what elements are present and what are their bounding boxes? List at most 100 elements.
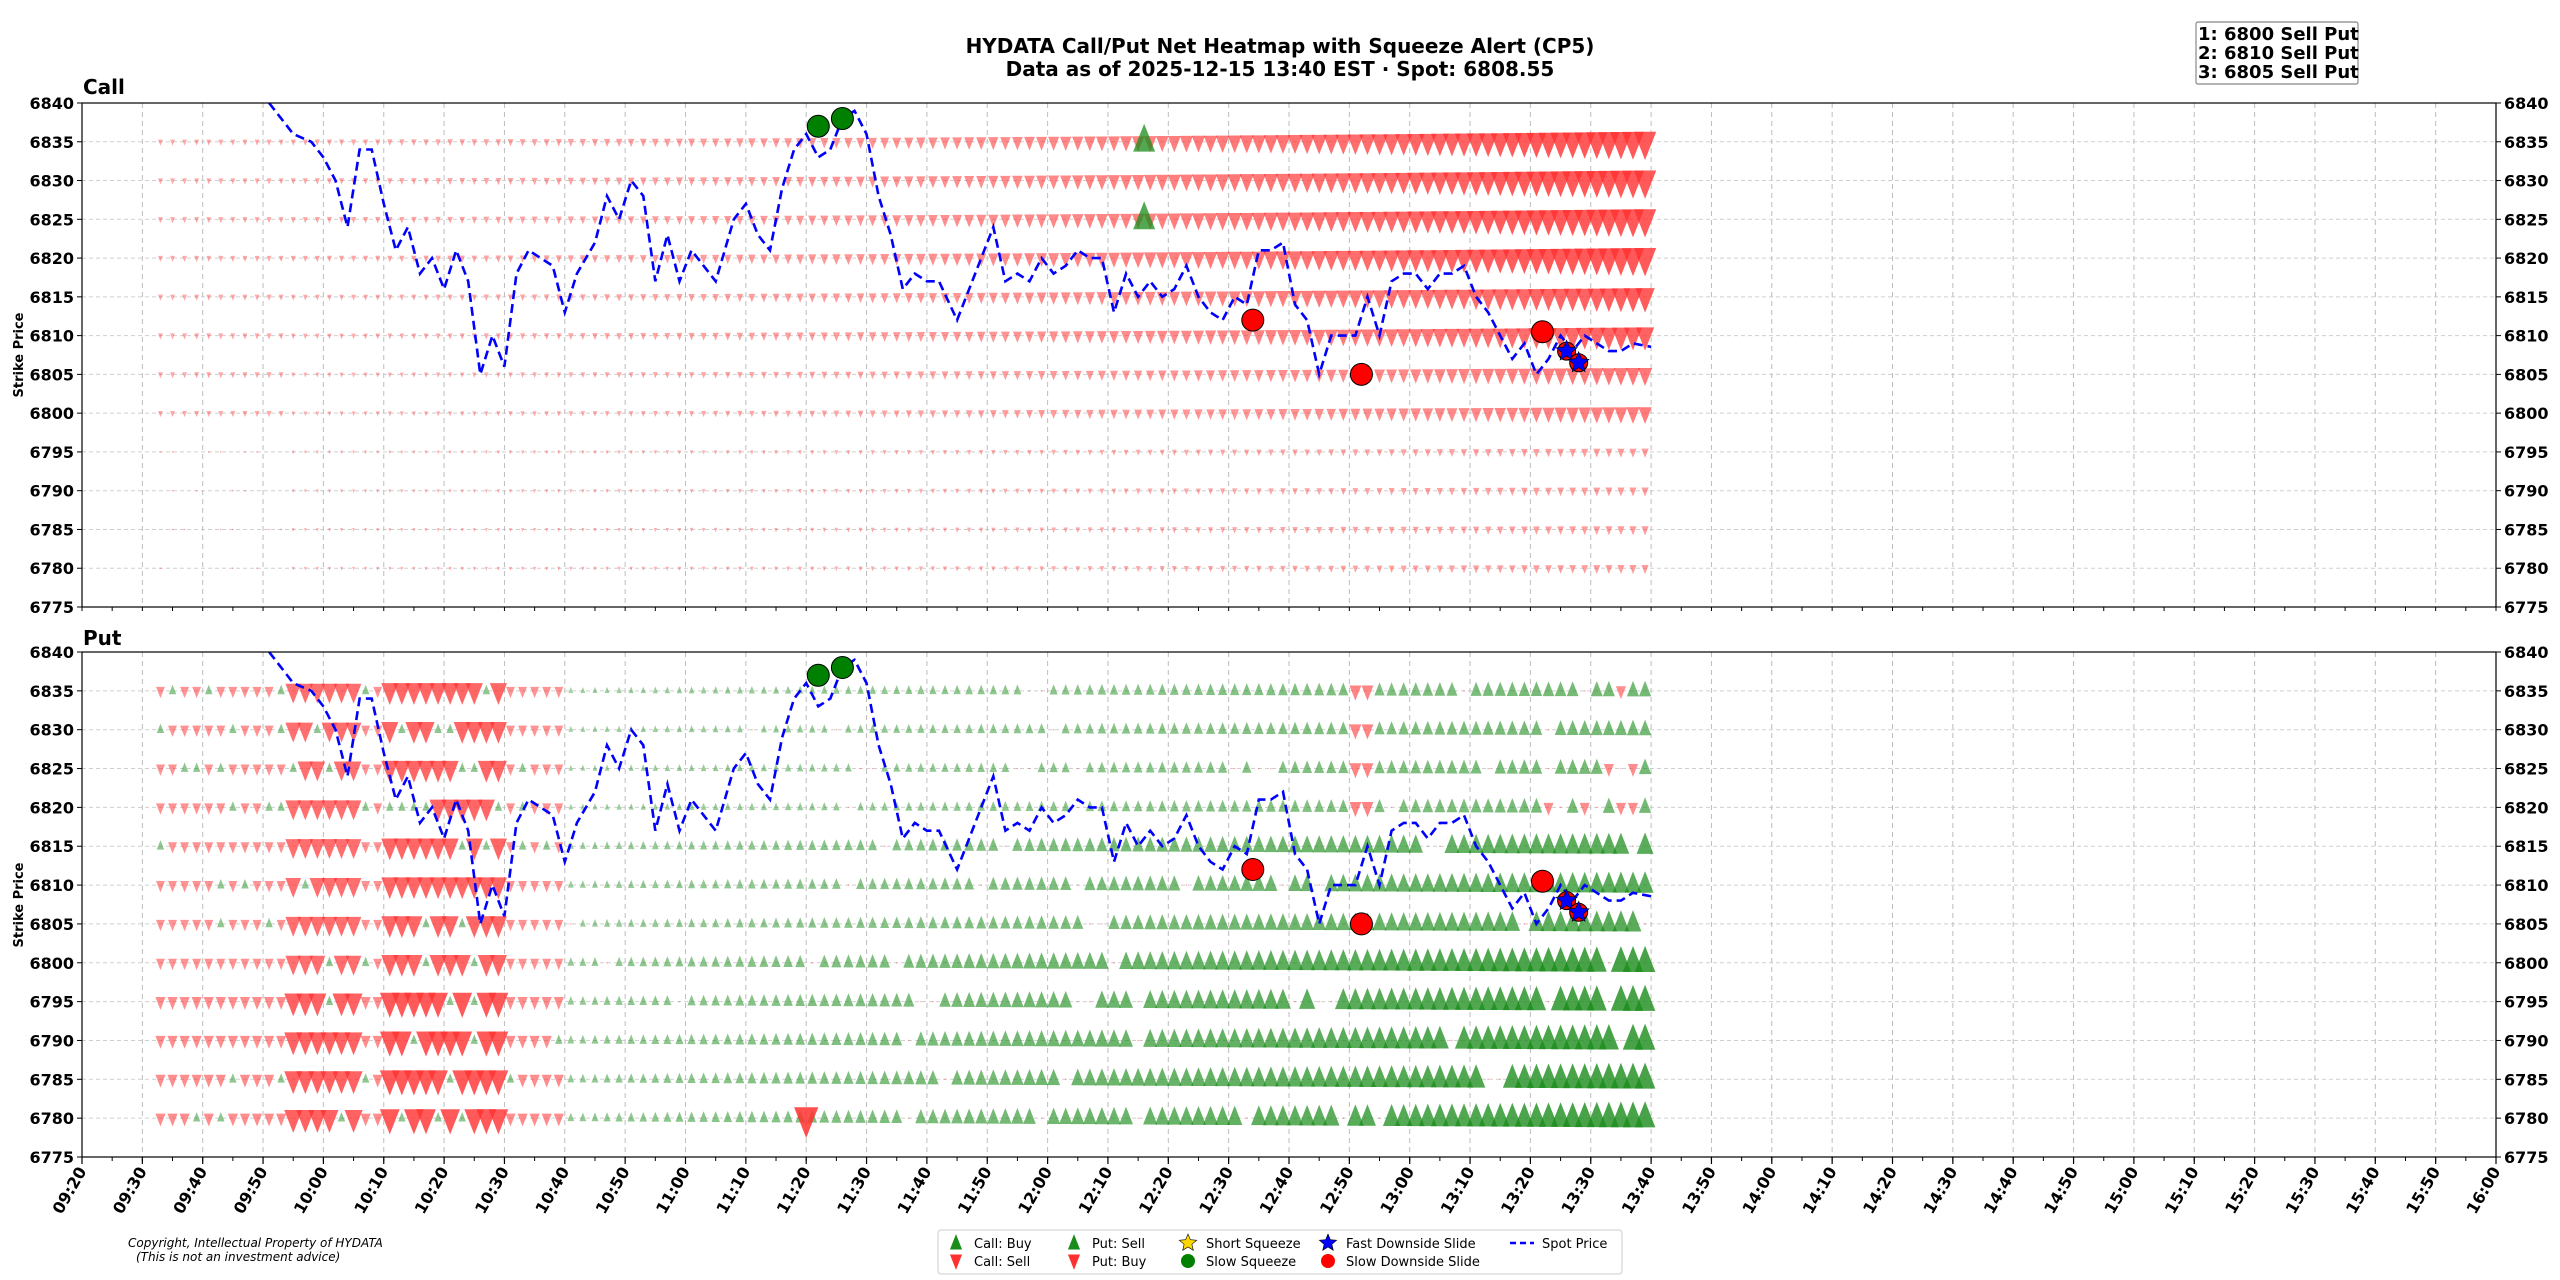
sell-marker xyxy=(1530,407,1543,423)
buy-marker xyxy=(1346,1026,1364,1049)
sell-marker xyxy=(375,411,380,417)
buy-marker xyxy=(1358,1026,1376,1049)
sell-marker xyxy=(1338,408,1349,422)
buy-marker xyxy=(1470,720,1482,735)
ytick-label-left: 6815 xyxy=(29,288,74,307)
sell-marker xyxy=(894,527,899,533)
sell-marker xyxy=(1182,409,1191,420)
sell-marker xyxy=(1627,802,1639,816)
buy-marker xyxy=(422,956,430,967)
buy-marker xyxy=(1001,684,1010,695)
sell-marker xyxy=(1182,370,1191,382)
sell-marker xyxy=(688,216,696,226)
buy-marker xyxy=(361,684,370,695)
sell-marker xyxy=(1179,174,1193,192)
sell-marker xyxy=(326,139,332,146)
sell-marker xyxy=(1084,331,1095,344)
sell-marker xyxy=(750,489,754,494)
sell-marker xyxy=(1641,526,1649,536)
dot-marker xyxy=(1089,923,1091,925)
buy-marker xyxy=(1168,875,1181,891)
buy-marker xyxy=(977,762,986,772)
buy-marker xyxy=(1334,987,1352,1010)
sell-marker xyxy=(351,255,357,263)
sell-marker xyxy=(393,683,411,705)
sell-marker xyxy=(387,372,392,378)
buy-marker xyxy=(796,917,805,928)
sell-marker xyxy=(964,176,975,189)
buy-marker xyxy=(1382,1026,1401,1049)
sell-marker xyxy=(629,527,633,533)
sell-marker xyxy=(1287,251,1303,271)
sell-marker xyxy=(1605,565,1613,574)
buy-marker xyxy=(579,841,586,849)
sell-marker xyxy=(665,411,670,418)
sell-marker xyxy=(977,410,985,419)
buy-marker xyxy=(1314,721,1325,735)
buy-marker xyxy=(845,685,852,694)
sell-marker xyxy=(194,372,200,379)
xtick-label: 15:10 xyxy=(2161,1164,2203,1218)
sell-marker xyxy=(291,566,295,571)
sell-marker xyxy=(1424,449,1431,457)
sell-marker xyxy=(555,255,562,264)
sell-marker xyxy=(964,253,975,267)
sell-marker xyxy=(1588,327,1606,350)
buy-marker xyxy=(1554,720,1567,735)
sell-marker xyxy=(1015,566,1020,572)
sell-marker xyxy=(351,139,357,146)
sell-marker xyxy=(868,254,877,266)
buy-marker xyxy=(867,1109,878,1123)
buy-marker xyxy=(675,1111,684,1122)
sell-marker xyxy=(930,488,935,494)
sell-marker xyxy=(652,372,658,379)
sell-marker xyxy=(665,489,670,494)
ytick-label-left: 6775 xyxy=(29,1148,74,1167)
sell-marker xyxy=(554,803,564,815)
buy-marker xyxy=(1252,913,1266,930)
buy-marker xyxy=(723,955,733,967)
sell-marker xyxy=(518,958,528,971)
sell-marker xyxy=(376,528,380,532)
sell-marker xyxy=(557,489,561,494)
sell-marker xyxy=(1003,527,1008,533)
ytick-label-right: 6835 xyxy=(2504,682,2549,701)
sell-marker xyxy=(1533,448,1540,458)
buy-marker xyxy=(1530,797,1543,813)
sell-marker xyxy=(1430,133,1449,157)
sell-marker xyxy=(1633,131,1657,161)
sell-marker xyxy=(736,332,744,341)
buy-marker xyxy=(639,956,648,967)
sell-marker xyxy=(321,839,338,860)
sell-marker xyxy=(1388,488,1395,496)
dot-marker xyxy=(1318,1000,1320,1003)
sell-marker xyxy=(1408,290,1424,310)
sell-marker xyxy=(1472,526,1480,535)
buy-marker xyxy=(1430,1064,1449,1088)
buy-marker xyxy=(1490,1025,1510,1049)
sell-marker xyxy=(1051,527,1056,534)
sell-marker xyxy=(1615,686,1626,700)
sell-marker xyxy=(531,255,538,263)
sell-marker xyxy=(373,764,383,776)
buy-marker xyxy=(784,685,792,694)
sell-marker xyxy=(1412,449,1419,457)
sell-marker xyxy=(1266,370,1276,383)
sell-marker xyxy=(489,955,507,977)
sell-marker xyxy=(459,139,465,147)
sell-marker xyxy=(254,294,260,301)
buy-marker xyxy=(651,1034,660,1044)
sell-marker xyxy=(1135,527,1141,534)
buy-marker xyxy=(1095,1107,1109,1125)
buy-marker xyxy=(1240,874,1254,891)
sell-marker xyxy=(1446,408,1458,423)
sell-marker xyxy=(616,294,623,302)
sell-marker xyxy=(278,139,284,146)
sell-marker xyxy=(1542,368,1555,385)
buy-marker xyxy=(1119,951,1133,970)
sell-marker xyxy=(285,722,302,743)
sell-marker xyxy=(531,294,538,302)
sell-marker xyxy=(965,371,973,380)
sell-marker xyxy=(333,955,350,976)
buy-marker xyxy=(1470,798,1482,813)
